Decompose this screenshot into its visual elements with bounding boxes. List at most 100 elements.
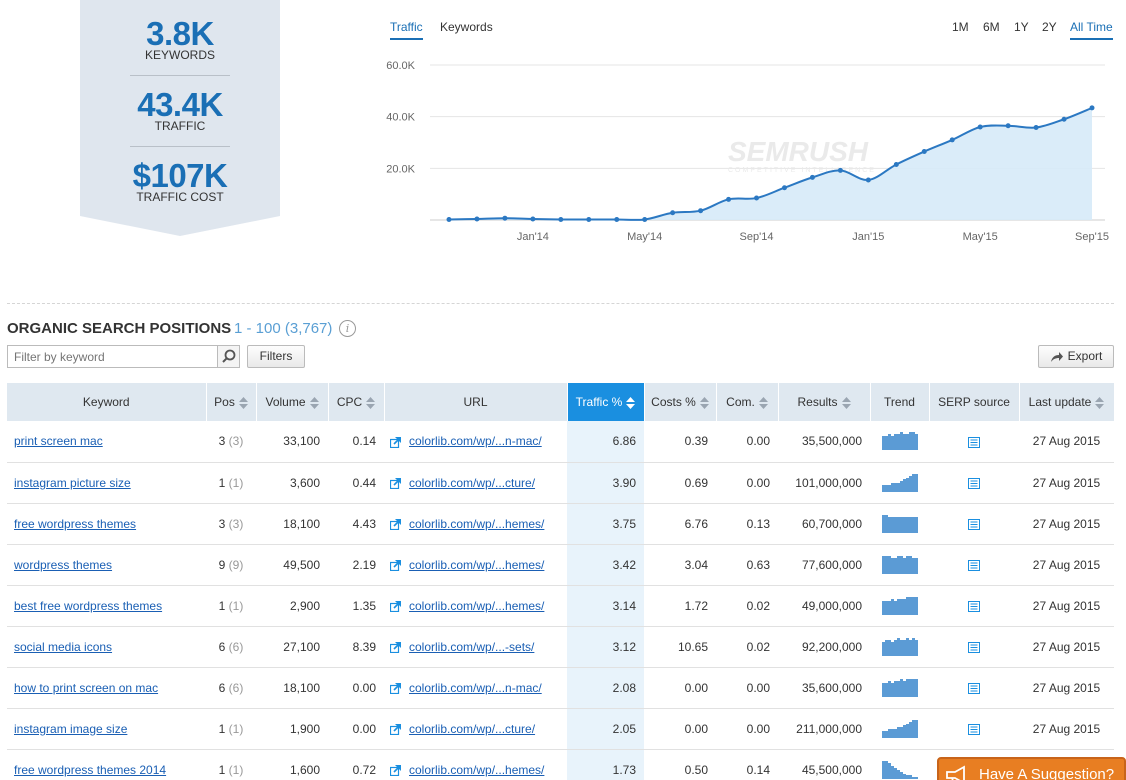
trend-bar [881,682,885,697]
external-link-icon[interactable] [390,436,402,449]
range-all-time[interactable]: All Time [1070,20,1113,40]
com-cell: 0.00 [716,708,778,750]
trend-bar [908,774,912,779]
serp-source-icon[interactable] [968,723,980,735]
costs-cell: 0.50 [644,749,716,780]
traffic-value: 43.4K [137,86,223,123]
results-cell: 60,700,000 [778,503,870,545]
external-link-icon[interactable] [390,723,402,736]
trend-bar [902,434,906,451]
url-link[interactable]: colorlib.com/wp/...cture/ [409,721,536,736]
range-6m[interactable]: 6M [983,20,1000,34]
keywords-metric: 3.8K KEYWORDS [80,17,280,62]
trend-bar [914,434,918,451]
col-keyword-label: Keyword [82,395,130,409]
col-serp-source[interactable]: SERP source [929,383,1020,421]
export-button[interactable]: Export [1038,345,1114,368]
col-costs-label: Costs % [651,395,696,409]
trend-bar [911,473,915,492]
data-point [1061,116,1067,122]
trend-bar [896,516,900,533]
col-pos[interactable]: Pos [206,383,257,421]
volume-cell: 49,500 [256,544,328,586]
url-link[interactable]: colorlib.com/wp/...-sets/ [409,639,535,654]
external-link-icon[interactable] [390,518,402,531]
col-traffic[interactable]: Traffic % [567,383,645,421]
trend-bar [905,434,909,451]
suggestion-button[interactable]: Have A Suggestion? [937,757,1126,780]
col-keyword[interactable]: Keyword [7,383,207,421]
col-volume[interactable]: Volume [256,383,329,421]
trend-bar [914,639,918,656]
col-costs[interactable]: Costs % [644,383,717,421]
table-row: print screen mac 3 (3) 33,100 0.14 colorlib.… [7,421,1114,463]
volume-cell: 1,900 [256,708,328,750]
cpc-cell: 0.00 [328,708,384,750]
external-link-icon[interactable] [390,682,402,695]
keyword-link[interactable]: print screen mac [14,434,103,449]
keyword-link[interactable]: instagram picture size [14,475,131,490]
table-row: social media icons 6 (6) 27,100 8.39 colorli… [7,626,1114,668]
keywords-label: KEYWORDS [144,48,215,62]
serp-source-icon[interactable] [968,518,980,530]
trend-bar [896,637,900,656]
url-link[interactable]: colorlib.com/wp/...cture/ [409,475,536,490]
com-cell: 0.00 [716,667,778,709]
keyword-link[interactable]: best free wordpress themes [14,598,163,613]
keyword-link[interactable]: free wordpress themes [14,516,137,531]
pos-cell: 1 (1) [206,708,256,750]
tab-keywords[interactable]: Keywords [440,20,493,34]
trend-bar [890,641,894,656]
range-1m[interactable]: 1M [952,20,969,34]
keyword-link[interactable]: how to print screen on mac [14,680,159,695]
trend-bar [911,557,915,574]
megaphone-icon [946,765,965,780]
url-link[interactable]: colorlib.com/wp/...n-mac/ [409,434,542,449]
serp-source-icon[interactable] [968,600,980,612]
col-last-update[interactable]: Last update [1019,383,1115,421]
serp-source-icon[interactable] [968,559,980,571]
external-link-icon[interactable] [390,559,402,572]
range-2y[interactable]: 2Y [1042,20,1057,34]
search-button[interactable] [217,346,239,367]
external-link-icon[interactable] [390,477,402,490]
trend-bar [899,771,903,779]
col-url[interactable]: URL [384,383,568,421]
filters-button[interactable]: Filters [247,345,305,368]
col-com[interactable]: Com. [716,383,779,421]
url-link[interactable]: colorlib.com/wp/...n-mac/ [409,680,542,695]
serp-source-icon[interactable] [968,682,980,694]
keyword-link[interactable]: wordpress themes [14,557,113,572]
serp-cell [929,421,1019,463]
url-link[interactable]: colorlib.com/wp/...hemes/ [409,557,545,572]
col-results[interactable]: Results [778,383,871,421]
keyword-link[interactable]: free wordpress themes 2014 [14,762,167,777]
url-cell: colorlib.com/wp/...-sets/ [384,626,567,668]
range-1y[interactable]: 1Y [1014,20,1029,34]
external-link-icon[interactable] [390,641,402,654]
keyword-link[interactable]: instagram image size [14,721,128,736]
col-cpc[interactable]: CPC [328,383,385,421]
url-link[interactable]: colorlib.com/wp/...hemes/ [409,516,545,531]
x-tick-label: Jan'14 [517,231,549,243]
url-link[interactable]: colorlib.com/wp/...hemes/ [409,598,545,613]
trend-bar [902,516,906,533]
external-link-icon[interactable] [390,600,402,613]
serp-source-icon[interactable] [968,436,980,448]
filter-keyword-input[interactable] [8,346,218,367]
col-trend[interactable]: Trend [870,383,930,421]
serp-source-icon[interactable] [968,477,980,489]
data-point [754,195,760,201]
tab-traffic[interactable]: Traffic [390,20,423,40]
trend-bar [893,639,897,656]
keyword-link[interactable]: social media icons [14,639,113,654]
external-link-icon[interactable] [390,764,402,777]
trend-bar [881,641,885,656]
serp-source-icon[interactable] [968,641,980,653]
trend-bar [914,596,918,615]
costs-cell: 10.65 [644,626,716,668]
info-icon[interactable]: i [339,320,356,337]
pos-cell: 9 (9) [206,544,256,586]
results-cell: 45,500,000 [778,749,870,780]
url-link[interactable]: colorlib.com/wp/...hemes/ [409,762,545,777]
